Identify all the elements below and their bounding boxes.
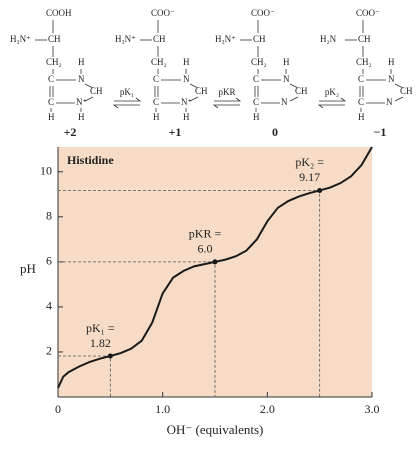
bond <box>189 83 199 89</box>
titration-curve <box>57 146 373 389</box>
atom-label: H <box>183 57 190 67</box>
annotation-value: 1.82 <box>90 336 111 350</box>
atom-label: COOH <box>46 8 72 18</box>
atom-label: CH <box>48 34 61 44</box>
atom-label: CH <box>153 34 166 44</box>
atom-label: CH <box>195 86 208 96</box>
atom-label: H <box>358 112 365 122</box>
atom-label: H₃N⁺ <box>215 34 236 44</box>
atom-label: CH <box>295 86 308 96</box>
bond <box>289 83 299 89</box>
y-axis-label: pH <box>20 261 36 276</box>
arrow <box>112 104 140 109</box>
y-tick-label: 4 <box>46 299 52 313</box>
x-tick-label: 0 <box>55 402 61 416</box>
bond <box>84 96 94 102</box>
atom-label: COO⁻ <box>356 8 380 18</box>
bond <box>394 96 404 102</box>
atom-label: H <box>48 112 55 122</box>
x-axis-label: OH⁻ (equivalents) <box>167 422 264 437</box>
atom-label: H₂N <box>320 34 337 44</box>
charge: −1 <box>374 125 387 139</box>
charge: 0 <box>272 125 278 139</box>
atom-label: H₃N⁺ <box>115 34 136 44</box>
equilibrium-label: pK₂ <box>325 87 339 97</box>
charge: +2 <box>64 125 77 139</box>
y-tick-label: 8 <box>46 209 52 223</box>
atom-label: C <box>358 74 364 84</box>
arrow <box>317 104 345 109</box>
x-tick-label: 3.0 <box>365 402 380 416</box>
charge: +1 <box>169 125 182 139</box>
chart-title: Histidine <box>67 153 114 167</box>
atom-label: CH₂ <box>46 57 62 67</box>
atom-label: N <box>281 97 288 107</box>
annotation-value: 9.17 <box>299 170 320 184</box>
atom-label: N <box>183 74 190 84</box>
atom-label: N <box>78 74 85 84</box>
atom-label: C <box>358 97 364 107</box>
x-tick-label: 1.0 <box>155 402 170 416</box>
atom-label: H <box>78 57 85 67</box>
atom-label: CH₂ <box>251 57 267 67</box>
bond <box>289 96 299 102</box>
y-tick-label: 2 <box>46 344 52 358</box>
atom-label: H <box>253 112 260 122</box>
atom-label: H <box>78 112 85 122</box>
x-tick-label: 2.0 <box>260 402 275 416</box>
atom-label: C <box>153 97 159 107</box>
atom-label: N <box>386 97 393 107</box>
atom-label: COO⁻ <box>151 8 175 18</box>
atom-label: N <box>388 74 395 84</box>
atom-label: CH <box>358 34 371 44</box>
bond <box>189 96 199 102</box>
atom-label: COO⁻ <box>251 8 275 18</box>
arrow <box>114 97 142 102</box>
y-tick-label: 6 <box>46 254 52 268</box>
atom-label: C <box>153 74 159 84</box>
atom-label: H <box>183 112 190 122</box>
arrow <box>214 97 242 102</box>
atom-label: CH <box>90 86 103 96</box>
annotation: pK₁ = <box>86 321 115 335</box>
atom-label: CH₂ <box>356 57 372 67</box>
atom-label: C <box>48 74 54 84</box>
atom-label: H <box>153 112 160 122</box>
atom-label: N <box>283 74 290 84</box>
atom-label: N⁺ <box>76 97 87 107</box>
equilibrium-label: pK₁ <box>120 87 134 97</box>
bond <box>84 83 94 89</box>
annotation: pK₂ = <box>295 155 324 169</box>
atom-label: H <box>283 57 290 67</box>
atom-label: CH <box>400 86 413 96</box>
atom-label: C <box>253 97 259 107</box>
atom-label: C <box>48 97 54 107</box>
annotation-value: 6.0 <box>198 242 213 256</box>
atom-label: CH <box>253 34 266 44</box>
y-tick-label: 10 <box>40 164 52 178</box>
equilibrium-label: pKR <box>218 87 235 97</box>
atom-label: N⁺ <box>181 97 192 107</box>
atom-label: H₃N⁺ <box>10 34 31 44</box>
atom-label: H <box>388 57 395 67</box>
arrow <box>212 104 240 109</box>
bond <box>394 83 404 89</box>
atom-label: CH₂ <box>151 57 167 67</box>
arrow <box>319 97 347 102</box>
atom-label: C <box>253 74 259 84</box>
annotation: pKR = <box>189 227 222 241</box>
